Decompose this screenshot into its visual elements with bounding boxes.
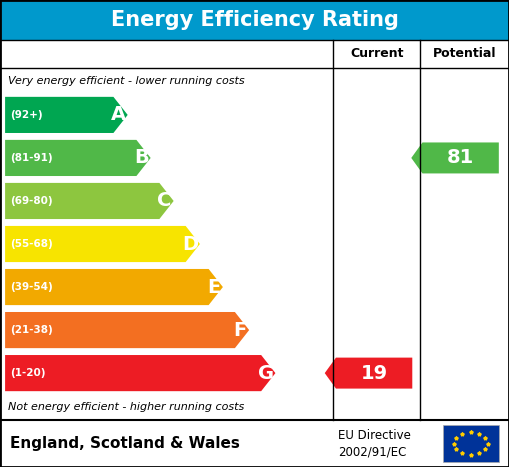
Text: (81-91): (81-91) <box>10 153 53 163</box>
Polygon shape <box>5 226 200 262</box>
Text: Current: Current <box>350 47 404 60</box>
Text: EU Directive
2002/91/EC: EU Directive 2002/91/EC <box>338 429 411 459</box>
Text: (21-38): (21-38) <box>10 325 53 335</box>
Text: (55-68): (55-68) <box>10 239 53 249</box>
Text: Very energy efficient - lower running costs: Very energy efficient - lower running co… <box>8 76 244 85</box>
Text: B: B <box>134 149 149 168</box>
Text: 81: 81 <box>447 149 474 168</box>
FancyBboxPatch shape <box>443 425 499 462</box>
Text: G: G <box>258 364 274 382</box>
Text: E: E <box>207 277 220 297</box>
Polygon shape <box>325 358 412 389</box>
Text: (1-20): (1-20) <box>10 368 46 378</box>
Text: C: C <box>157 191 172 211</box>
Polygon shape <box>5 355 275 391</box>
Polygon shape <box>5 269 223 305</box>
Polygon shape <box>5 140 151 176</box>
Polygon shape <box>5 183 174 219</box>
Text: England, Scotland & Wales: England, Scotland & Wales <box>10 436 240 451</box>
Text: Energy Efficiency Rating: Energy Efficiency Rating <box>110 10 399 30</box>
Polygon shape <box>411 142 499 173</box>
Text: (69-80): (69-80) <box>10 196 53 206</box>
Text: F: F <box>233 320 247 340</box>
Text: Potential: Potential <box>433 47 496 60</box>
Text: A: A <box>111 106 126 124</box>
Text: (39-54): (39-54) <box>10 282 53 292</box>
Text: 19: 19 <box>360 364 388 382</box>
Bar <box>0 0 509 40</box>
Polygon shape <box>5 312 249 348</box>
Polygon shape <box>5 97 128 133</box>
Text: (92+): (92+) <box>10 110 43 120</box>
Text: Not energy efficient - higher running costs: Not energy efficient - higher running co… <box>8 403 244 412</box>
Text: D: D <box>183 234 199 254</box>
